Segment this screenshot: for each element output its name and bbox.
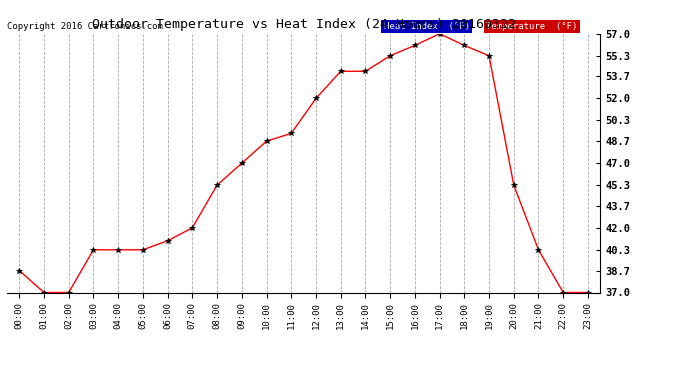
Text: Heat Index  (°F): Heat Index (°F) [384, 22, 470, 31]
Text: Temperature  (°F): Temperature (°F) [486, 22, 578, 31]
Title: Outdoor Temperature vs Heat Index (24 Hours) 20160322: Outdoor Temperature vs Heat Index (24 Ho… [92, 18, 515, 31]
Text: Copyright 2016 Cartronics.com: Copyright 2016 Cartronics.com [7, 22, 163, 31]
